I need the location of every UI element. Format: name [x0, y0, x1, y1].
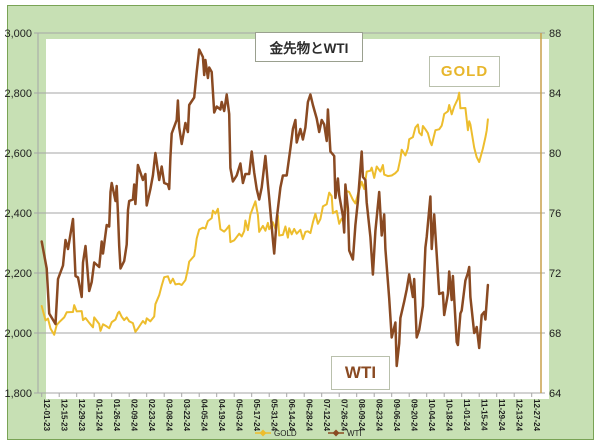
left-axis-label: 2,200 [4, 268, 32, 280]
left-axis-label: 2,600 [4, 148, 32, 160]
x-axis-label: 08-23-24 [375, 399, 384, 432]
x-axis-label: 06-28-24 [305, 399, 314, 432]
right-axis-label: 76 [549, 208, 561, 220]
legend-marker-wti [332, 429, 340, 437]
x-axis-label: 09-20-24 [410, 399, 419, 432]
left-axis-label: 1,800 [4, 388, 32, 400]
x-axis-label: 01-26-24 [112, 399, 121, 432]
x-axis-label: 11-29-24 [497, 399, 506, 431]
left-axis-label: 2,800 [4, 88, 32, 100]
x-axis-label: 02-23-24 [147, 399, 156, 432]
x-axis-label: 07-12-24 [322, 399, 331, 432]
x-axis-label: 05-31-24 [270, 399, 279, 432]
x-axis-label: 12-27-24 [532, 399, 541, 432]
x-axis-label: 08-09-24 [357, 399, 366, 432]
x-axis-label: 03-22-24 [182, 399, 191, 432]
gold-series-annotation: GOLD [429, 56, 500, 87]
x-axis-label: 10-04-24 [427, 399, 436, 432]
x-axis-label: 04-05-24 [200, 399, 209, 432]
plot-area [46, 39, 549, 399]
gold-series-annotation-label: GOLD [440, 63, 489, 80]
x-axis-label: 12-15-23 [60, 399, 69, 432]
x-axis-label: 05-03-24 [235, 399, 244, 432]
right-axis-label: 88 [549, 28, 561, 40]
left-axis-label: 2,400 [4, 208, 32, 220]
x-axis-label: 11-01-24 [462, 399, 471, 431]
right-axis-label: 68 [549, 328, 561, 340]
right-axis-label: 72 [549, 268, 561, 280]
left-axis-label: 2,000 [4, 328, 32, 340]
x-axis-label: 12-01-23 [42, 399, 51, 432]
wti-series-annotation: WTI [331, 356, 390, 390]
legend-label-gold: GOLD [274, 429, 297, 438]
right-axis-label: 80 [549, 148, 561, 160]
x-axis-label: 02-09-24 [130, 399, 139, 432]
wti-series-annotation-label: WTI [344, 363, 377, 382]
x-axis-label: 04-19-24 [217, 399, 226, 432]
x-axis-label: 12-13-24 [515, 399, 524, 432]
legend-label-wti: WTI [347, 429, 362, 438]
x-axis-label: 10-18-24 [445, 399, 454, 432]
x-axis-label: 03-08-24 [165, 399, 174, 432]
chart-title-box: 金先物とWTI [255, 32, 363, 62]
right-axis-label: 64 [549, 388, 561, 400]
left-axis-label: 3,000 [4, 28, 32, 40]
x-axis-label: 01-12-24 [95, 399, 104, 432]
x-axis-label: 06-14-24 [287, 399, 296, 432]
x-axis-label: 05-17-24 [252, 399, 261, 432]
legend-marker-gold [259, 429, 267, 437]
x-axis-label: 12-29-23 [77, 399, 86, 432]
chart-title: 金先物とWTI [269, 41, 349, 56]
x-axis-label: 07-26-24 [340, 399, 349, 432]
x-axis-label: 11-15-24 [480, 399, 489, 431]
series-line-wti [40, 48, 490, 368]
right-axis-label: 84 [549, 88, 561, 100]
x-axis-label: 09-06-24 [392, 399, 401, 432]
